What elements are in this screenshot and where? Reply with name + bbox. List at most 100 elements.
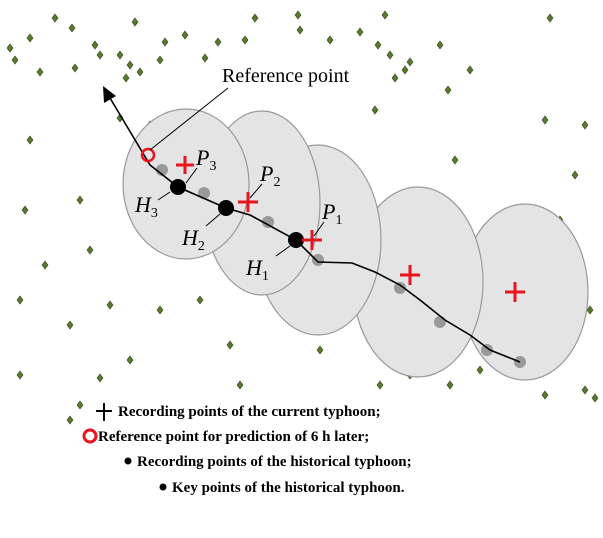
reference-point [140, 147, 156, 163]
scatter-point [71, 63, 79, 73]
label-sub: 1 [335, 213, 342, 228]
cross [400, 265, 420, 285]
gray-point [434, 316, 446, 328]
cross [505, 282, 525, 302]
point-label: H2 [181, 225, 205, 254]
label-main: P [195, 145, 209, 170]
scatter-point [296, 25, 304, 35]
scatter-point [11, 55, 19, 65]
point-label: P3 [195, 145, 216, 174]
legend-text: Reference point for prediction of 6 h la… [98, 429, 369, 445]
legend-text: Recording points of the current typhoon; [118, 404, 381, 420]
legend: Recording points of the current typhoon;… [82, 403, 412, 496]
cross [176, 156, 194, 174]
scatter-point [21, 205, 29, 215]
scatter-point [251, 13, 259, 23]
scatter-point [541, 390, 549, 400]
gray-point [312, 254, 324, 266]
label-leaders [157, 167, 325, 257]
current-points [176, 156, 525, 302]
scatter-point [196, 295, 204, 305]
gray-point [262, 216, 274, 228]
point-label: H1 [245, 255, 269, 284]
label-sub: 1 [262, 269, 269, 284]
scatter-point [586, 305, 594, 315]
scatter-point [6, 43, 14, 53]
scatter-point [26, 135, 34, 145]
scatter-point [96, 373, 104, 383]
key-point [170, 179, 186, 195]
scatter-point [451, 155, 459, 165]
scatter-point [91, 40, 99, 50]
scatter-point [86, 245, 94, 255]
track [109, 97, 521, 363]
legend-text: Key points of the historical typhoon. [172, 480, 405, 496]
leader [149, 87, 229, 151]
scatter-point [316, 345, 324, 355]
scatter-point [161, 37, 169, 47]
cross [238, 192, 258, 212]
scatter-point [466, 65, 474, 75]
cross [302, 230, 322, 250]
scatter-point [446, 380, 454, 390]
scatter-point [591, 393, 599, 403]
scatter-point [126, 60, 134, 70]
label-sub: 3 [151, 206, 158, 221]
scatter-point [571, 170, 579, 180]
legend-text: Recording points of the historical typho… [137, 454, 412, 470]
scatter-point [201, 53, 209, 63]
scatter-point [76, 195, 84, 205]
scatter-point [436, 40, 444, 50]
scatter-point [181, 30, 189, 40]
key-point [288, 232, 304, 248]
point-label: P2 [259, 161, 280, 190]
scatter-point [381, 10, 389, 20]
scatter-point [26, 33, 34, 43]
label-sub: 2 [273, 175, 280, 190]
scatter-point [226, 340, 234, 350]
scatter-point [68, 23, 76, 33]
scatter-point [16, 370, 24, 380]
gray-point [394, 282, 406, 294]
scatter-point [236, 380, 244, 390]
point-label: P1 [321, 199, 342, 228]
label-sub: 3 [209, 159, 216, 174]
scatter-point [156, 305, 164, 315]
scatter-point [41, 260, 49, 270]
scatter-point [76, 400, 84, 410]
scatter-point [401, 65, 409, 75]
key-points [170, 179, 304, 248]
scatter-point [136, 67, 144, 77]
label-main: H [245, 255, 263, 280]
label-sub: 2 [198, 239, 205, 254]
background-points [6, 10, 599, 425]
legend-ring [82, 428, 98, 444]
scatter-point [374, 40, 382, 50]
label-main: H [134, 192, 152, 217]
scatter-point [541, 115, 549, 125]
arrow-head [103, 86, 116, 103]
scatter-point [66, 415, 74, 425]
historical-points [156, 164, 526, 368]
scatter-point [131, 17, 139, 27]
scatter-point [386, 50, 394, 60]
scatter-point [36, 67, 44, 77]
scatter-point [391, 73, 399, 83]
scatter-point [122, 73, 130, 83]
legend-dot [159, 483, 167, 491]
scatter-point [156, 55, 164, 65]
annotation: Reference point [222, 65, 350, 87]
scatter-point [106, 300, 114, 310]
scatter-point [326, 35, 334, 45]
scatter-point [581, 120, 589, 130]
scatter-point [371, 105, 379, 115]
scatter-point [96, 50, 104, 60]
scatter-point [241, 35, 249, 45]
legend-dot [124, 457, 132, 465]
scatter-point [376, 380, 384, 390]
scatter-point [476, 365, 484, 375]
key-point [218, 200, 234, 216]
